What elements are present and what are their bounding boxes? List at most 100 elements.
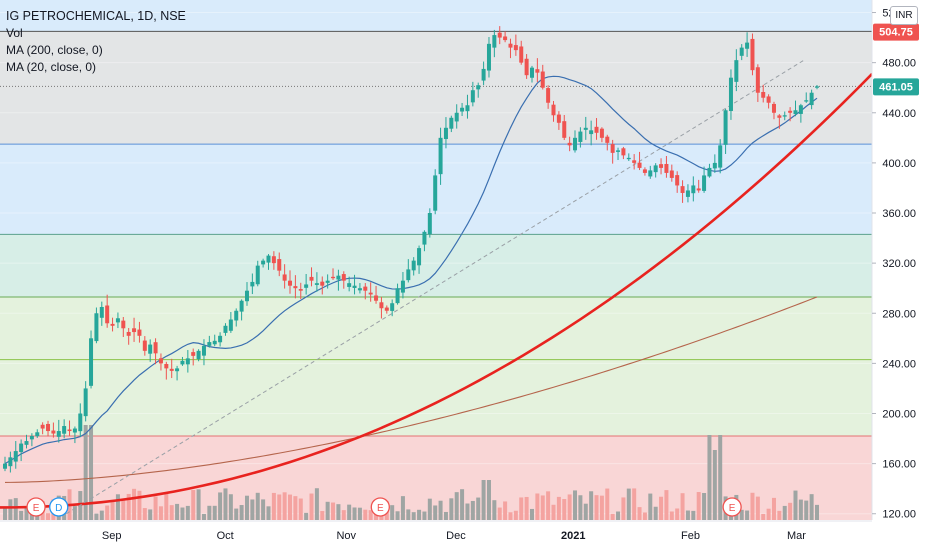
candle-body xyxy=(438,137,443,175)
volume-bar xyxy=(110,500,115,520)
candle xyxy=(137,321,142,343)
trend-lines xyxy=(0,59,873,515)
volume-bar xyxy=(766,508,771,520)
price-zones xyxy=(0,0,872,520)
candle xyxy=(293,275,298,299)
legend-volume[interactable]: Vol xyxy=(6,26,23,40)
candle-body xyxy=(207,342,212,346)
candle xyxy=(755,64,760,102)
candle xyxy=(314,272,319,292)
candle-body xyxy=(745,42,750,49)
legend-ma20[interactable]: MA (20, close, 0) xyxy=(6,60,97,74)
candle xyxy=(594,118,599,140)
candle-body xyxy=(556,114,561,123)
volume-bar xyxy=(659,496,664,520)
volume-bar xyxy=(72,506,77,520)
volume-bar xyxy=(304,512,309,520)
volume-bar xyxy=(309,493,314,520)
candle xyxy=(728,69,733,120)
candle-body xyxy=(336,275,341,280)
volume-bar xyxy=(250,499,255,520)
volume-bar xyxy=(3,508,7,520)
earnings-marker[interactable]: D xyxy=(49,497,69,517)
volume-bar xyxy=(508,512,513,520)
volume-bar xyxy=(465,503,470,520)
volume-bar xyxy=(395,511,400,520)
candle xyxy=(578,127,583,148)
candles[interactable] xyxy=(3,26,819,473)
ma20-path xyxy=(4,75,818,465)
candle-body xyxy=(599,128,604,138)
candle xyxy=(309,267,314,287)
candle-body xyxy=(551,104,556,116)
price-axis[interactable]: 120.00 160.00 200.00 240.00 280.00 320.00 360.… xyxy=(871,0,932,550)
volume-bar xyxy=(648,493,653,520)
marker-circle xyxy=(26,497,46,517)
candle xyxy=(266,254,271,270)
volume-bar xyxy=(314,488,319,520)
candle xyxy=(529,65,534,83)
candle xyxy=(196,349,201,362)
volume-bar xyxy=(427,498,432,520)
marker-circle xyxy=(722,497,742,517)
candle xyxy=(589,120,594,146)
volume-bar xyxy=(589,491,594,520)
volume-bar xyxy=(83,425,88,520)
legend-ma200[interactable]: MA (200, close, 0) xyxy=(6,43,103,57)
candle xyxy=(427,208,432,238)
candle xyxy=(94,307,99,344)
candle-body xyxy=(325,280,330,283)
candle-body xyxy=(239,300,244,312)
candle-body xyxy=(83,388,88,417)
volume-bar xyxy=(8,499,13,520)
candle xyxy=(352,274,357,295)
candle xyxy=(3,456,7,472)
candle xyxy=(110,317,115,332)
candle xyxy=(234,308,239,327)
candle-body xyxy=(271,256,276,264)
volume-bar xyxy=(336,504,341,520)
volume-bar xyxy=(567,494,572,520)
candle-body xyxy=(3,463,7,469)
candle xyxy=(669,164,674,182)
volume-bar xyxy=(277,494,282,520)
volume-bar xyxy=(164,493,169,520)
symbol-title[interactable]: IG PETROCHEMICAL, 1D, NSE xyxy=(6,9,186,23)
volume-bar xyxy=(476,497,481,520)
ma200-path xyxy=(4,296,818,483)
candle xyxy=(132,317,137,342)
currency-label[interactable]: INR xyxy=(890,6,918,25)
volume-bar xyxy=(712,450,717,520)
candle-body xyxy=(357,288,362,291)
candle xyxy=(261,258,266,268)
candle-body xyxy=(573,137,578,151)
candle-body xyxy=(529,67,534,78)
candle-body xyxy=(508,43,513,48)
volume-bar xyxy=(24,507,29,520)
candle xyxy=(158,353,163,371)
candle xyxy=(546,85,551,109)
volume-bar xyxy=(685,510,690,520)
volume-bar xyxy=(626,488,631,520)
candle xyxy=(395,283,400,305)
earnings-marker[interactable]: E xyxy=(370,497,390,517)
candle xyxy=(815,85,819,90)
candle-body xyxy=(288,280,293,286)
candle-body xyxy=(180,360,185,365)
candle-body xyxy=(513,45,518,51)
earnings-marker[interactable]: E xyxy=(26,497,46,517)
y-tick-label: 400.00 xyxy=(882,158,916,170)
earnings-marker[interactable]: E xyxy=(722,497,742,517)
candle-body xyxy=(400,280,405,293)
candle xyxy=(460,102,465,116)
candle xyxy=(185,350,190,373)
time-axis[interactable]: Sep Oct Nov Dec 2021 Feb Mar xyxy=(0,520,872,550)
volume-bar xyxy=(89,425,94,520)
volume-bar xyxy=(255,492,260,520)
volume-bar xyxy=(691,510,696,520)
candle-body xyxy=(314,283,319,285)
candle xyxy=(707,163,712,178)
candle xyxy=(771,101,776,120)
